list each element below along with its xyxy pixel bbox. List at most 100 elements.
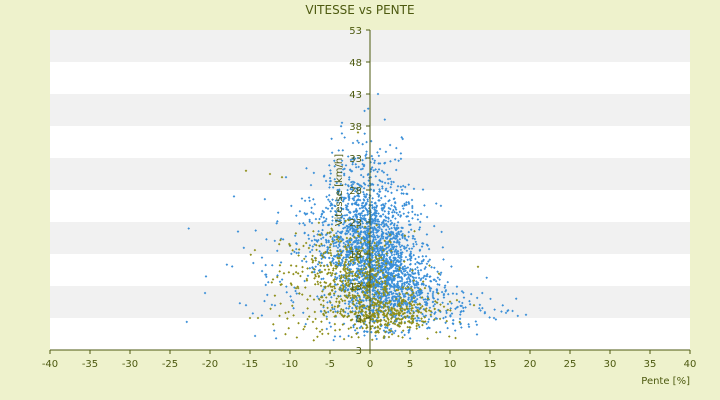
- data-point: [360, 217, 364, 220]
- data-point: [437, 272, 441, 275]
- data-point: [323, 255, 326, 259]
- data-point: [392, 240, 396, 244]
- data-point: [416, 303, 419, 306]
- data-point: [315, 239, 318, 242]
- data-point: [378, 327, 382, 331]
- data-point: [455, 285, 459, 288]
- data-point: [362, 230, 365, 234]
- data-point: [410, 293, 414, 297]
- data-point: [367, 184, 370, 187]
- data-point: [421, 312, 424, 316]
- data-point: [303, 199, 307, 203]
- data-point: [405, 291, 409, 295]
- data-point: [396, 252, 400, 255]
- data-point: [384, 265, 387, 269]
- data-point: [355, 274, 358, 278]
- data-point: [264, 263, 267, 267]
- data-point: [418, 226, 422, 229]
- data-point: [388, 207, 392, 211]
- data-point: [419, 311, 423, 314]
- data-point: [380, 309, 383, 313]
- data-point: [418, 248, 422, 252]
- data-point: [331, 307, 334, 311]
- data-point: [373, 291, 377, 294]
- data-point: [370, 255, 374, 259]
- data-point: [280, 175, 284, 179]
- data-point: [357, 311, 360, 315]
- data-point: [388, 177, 392, 181]
- data-point: [370, 338, 374, 342]
- data-point: [354, 298, 358, 302]
- data-point: [390, 292, 394, 296]
- data-point: [391, 215, 394, 219]
- data-point: [514, 297, 518, 300]
- data-point: [311, 254, 314, 258]
- data-point: [356, 251, 360, 255]
- data-point: [403, 185, 407, 189]
- data-point: [345, 224, 349, 228]
- data-point: [278, 280, 282, 284]
- data-point: [354, 295, 358, 298]
- data-point: [376, 295, 380, 299]
- data-point: [362, 322, 366, 326]
- data-point: [337, 239, 340, 243]
- data-point: [264, 273, 268, 276]
- data-point: [317, 229, 320, 233]
- data-point: [384, 150, 388, 154]
- data-point: [306, 274, 310, 278]
- data-point: [408, 307, 412, 311]
- data-point: [351, 186, 354, 189]
- data-point: [403, 321, 407, 325]
- data-point: [343, 290, 347, 293]
- data-point: [359, 325, 363, 328]
- data-point: [284, 175, 288, 179]
- data-point: [346, 229, 350, 233]
- data-point: [339, 206, 343, 210]
- data-point: [516, 314, 520, 318]
- data-point: [345, 206, 348, 209]
- data-point: [380, 247, 384, 250]
- data-point: [306, 317, 309, 321]
- data-point: [407, 276, 410, 280]
- data-point: [386, 326, 389, 330]
- data-point: [329, 172, 333, 175]
- data-point: [395, 297, 398, 301]
- data-point: [390, 253, 394, 257]
- data-point: [359, 270, 363, 273]
- data-point: [376, 230, 380, 233]
- data-point: [323, 268, 327, 272]
- data-point: [324, 296, 328, 299]
- data-point: [325, 217, 328, 221]
- data-point: [388, 330, 392, 334]
- data-point: [410, 198, 414, 202]
- data-point: [402, 270, 406, 273]
- data-point: [357, 193, 360, 197]
- data-point: [427, 326, 430, 329]
- data-point: [385, 287, 389, 290]
- data-point: [351, 258, 355, 262]
- data-point: [377, 316, 380, 319]
- data-point: [394, 296, 397, 299]
- data-point: [336, 310, 340, 313]
- data-point: [352, 156, 355, 159]
- data-point: [327, 292, 331, 296]
- data-point: [341, 200, 345, 203]
- data-point: [374, 202, 377, 205]
- data-point: [362, 163, 366, 167]
- data-point: [390, 259, 393, 262]
- data-point: [408, 326, 412, 329]
- data-point: [325, 241, 328, 244]
- data-point: [347, 245, 351, 249]
- data-point: [365, 238, 369, 241]
- data-point: [279, 238, 282, 242]
- data-point: [366, 250, 370, 254]
- data-point: [468, 303, 472, 306]
- data-point: [336, 201, 340, 204]
- data-point: [369, 327, 373, 331]
- data-point: [356, 222, 360, 225]
- data-point: [345, 236, 349, 240]
- data-point: [347, 277, 351, 280]
- data-point: [306, 267, 309, 270]
- data-point: [326, 245, 329, 249]
- data-point: [364, 154, 367, 158]
